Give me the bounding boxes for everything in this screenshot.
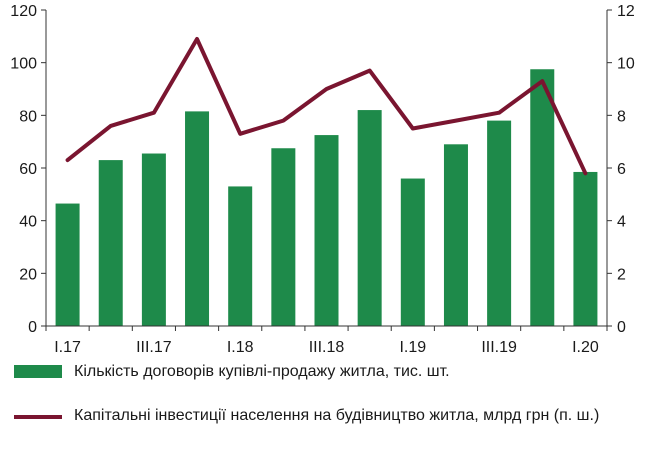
y-right-tick-label: 6 <box>617 161 626 178</box>
y-right-tick-label: 2 <box>617 266 626 283</box>
bar <box>271 148 296 326</box>
y-right-tick-label: 12 <box>617 3 635 20</box>
y-right-tick-label: 8 <box>617 108 626 125</box>
y-left-tick-label: 40 <box>19 214 37 231</box>
legend-label-investments: Капітальні інвестиції населення на будів… <box>74 407 600 424</box>
y-left-tick-label: 0 <box>28 319 37 336</box>
y-left-tick-label: 100 <box>10 56 37 73</box>
bar <box>228 186 253 326</box>
bar <box>487 120 512 326</box>
bar <box>314 135 339 326</box>
x-tick-label: III.19 <box>481 339 517 356</box>
bar <box>185 111 210 326</box>
legend-swatch-bars <box>14 365 62 378</box>
chart: 0 20 40 60 80 100 120 0 2 4 6 8 10 12 I.17 III.17 I.18 II… <box>10 3 635 356</box>
x-tick-label: III.18 <box>309 339 345 356</box>
bar <box>530 69 555 326</box>
bar <box>573 171 598 326</box>
bar <box>357 110 382 326</box>
y-left-tick-label: 20 <box>19 266 37 283</box>
x-tick-label: I.17 <box>54 339 81 356</box>
legend-item-deals: Кількість договорів купівлі-продажу житл… <box>14 362 644 382</box>
bar <box>98 160 123 326</box>
series-line <box>65 37 588 176</box>
legend-label-deals: Кількість договорів купівлі-продажу житл… <box>74 363 450 380</box>
y-left-tick-label: 60 <box>19 161 37 178</box>
bar <box>443 144 468 326</box>
x-tick-label: I.20 <box>572 339 599 356</box>
y-right-tick-label: 4 <box>617 214 626 231</box>
y-right-tick-label: 10 <box>617 56 635 73</box>
y-right-tick-label: 0 <box>617 319 626 336</box>
legend-swatch-line <box>14 415 62 419</box>
x-tick-label: I.19 <box>399 339 426 356</box>
bar <box>400 178 425 326</box>
x-tick-label: I.18 <box>227 339 254 356</box>
x-tick-label: III.17 <box>136 339 172 356</box>
legend-item-investments: Капітальні інвестиції населення на будів… <box>14 406 644 426</box>
bar <box>55 203 80 326</box>
y-left-tick-label: 80 <box>19 108 37 125</box>
y-left-tick-label: 120 <box>10 3 37 20</box>
bar <box>141 153 166 326</box>
